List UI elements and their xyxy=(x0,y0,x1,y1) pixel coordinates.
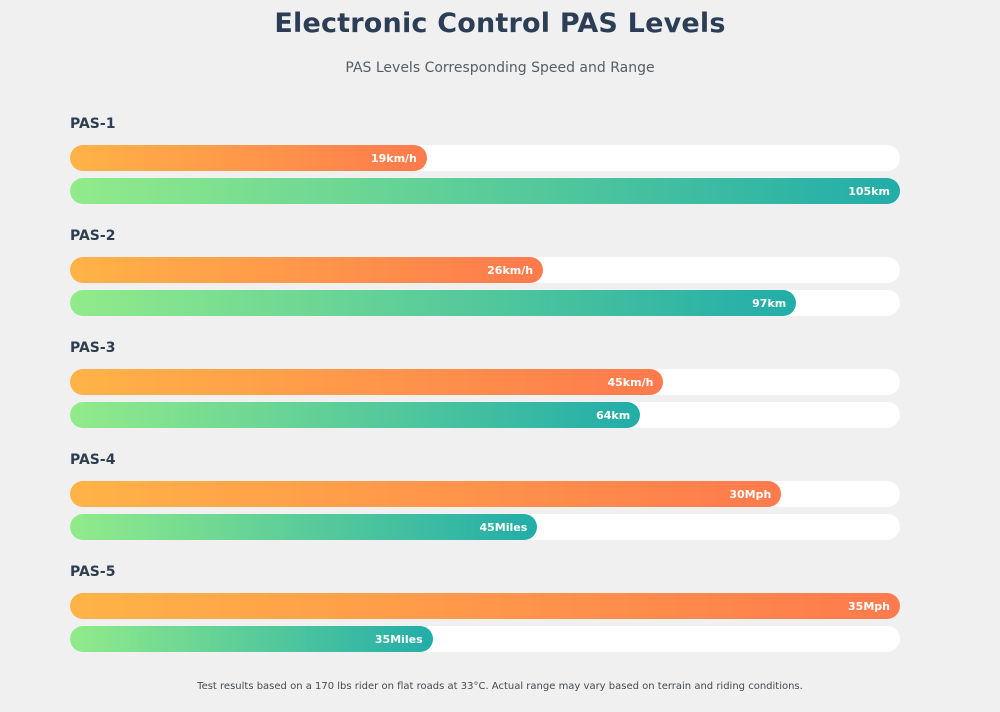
speed-track: 45km/h xyxy=(70,369,900,395)
range-bar: 105km xyxy=(70,178,900,204)
range-bar: 64km xyxy=(70,402,641,428)
level-label: PAS-2 xyxy=(70,228,116,244)
speed-track: 26km/h xyxy=(70,257,900,283)
test-conditions-footnote: Test results based on a 170 lbs rider on… xyxy=(197,681,803,692)
page-title: Electronic Control PAS Levels xyxy=(274,8,726,39)
page-subtitle: PAS Levels Corresponding Speed and Range xyxy=(345,60,655,76)
pas-level-2: PAS-2 26km/h 97km xyxy=(70,222,900,334)
range-track: 105km xyxy=(70,178,900,204)
range-track: 45Miles xyxy=(70,514,900,540)
range-track: 35Miles xyxy=(70,626,900,652)
speed-bar: 30Mph xyxy=(70,481,782,507)
pas-levels-chart: PAS-1 19km/h 105km PAS-2 26km/h 97km PAS… xyxy=(70,110,900,670)
range-track: 64km xyxy=(70,402,900,428)
speed-bar: 35Mph xyxy=(70,593,900,619)
speed-track: 30Mph xyxy=(70,481,900,507)
range-bar: 35Miles xyxy=(70,626,433,652)
pas-level-3: PAS-3 45km/h 64km xyxy=(70,334,900,446)
range-track: 97km xyxy=(70,290,900,316)
range-bar: 97km xyxy=(70,290,797,316)
level-label: PAS-3 xyxy=(70,340,116,356)
speed-track: 35Mph xyxy=(70,593,900,619)
speed-track: 19km/h xyxy=(70,145,900,171)
level-label: PAS-4 xyxy=(70,452,116,468)
speed-bar: 19km/h xyxy=(70,145,427,171)
level-label: PAS-5 xyxy=(70,564,116,580)
pas-level-1: PAS-1 19km/h 105km xyxy=(70,110,900,222)
pas-level-5: PAS-5 35Mph 35Miles xyxy=(70,558,900,670)
level-label: PAS-1 xyxy=(70,116,116,132)
speed-bar: 45km/h xyxy=(70,369,664,395)
speed-bar: 26km/h xyxy=(70,257,544,283)
pas-level-4: PAS-4 30Mph 45Miles xyxy=(70,446,900,558)
range-bar: 45Miles xyxy=(70,514,538,540)
